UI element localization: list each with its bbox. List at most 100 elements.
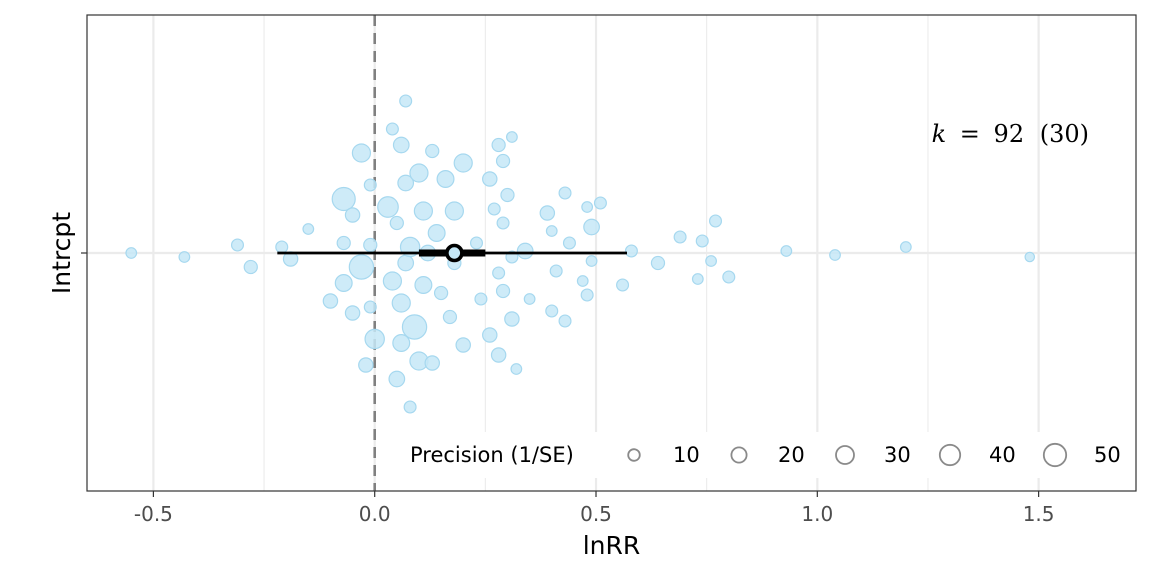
legend-key-circle	[627, 448, 641, 462]
effect-size-point	[178, 251, 191, 263]
effect-size-point	[722, 270, 736, 284]
effect-size-point	[322, 293, 339, 309]
effect-size-point	[581, 201, 594, 213]
legend-key-circle	[730, 446, 748, 464]
effect-size-point	[424, 355, 441, 371]
k-annotation: k = 92 (30)	[932, 120, 1089, 148]
effect-size-point	[487, 202, 501, 216]
effect-size-point	[427, 224, 446, 243]
x-tick-label: -0.5	[134, 502, 173, 526]
effect-size-point	[585, 255, 598, 267]
effect-size-point	[1024, 251, 1036, 263]
effect-size-point	[392, 334, 411, 353]
effect-size-point	[583, 218, 600, 236]
effect-size-point	[331, 186, 356, 212]
legend-key-circle	[938, 443, 962, 467]
effect-size-point	[363, 178, 377, 192]
effect-size-point	[389, 215, 404, 231]
effect-size-point	[243, 259, 258, 275]
effect-size-point	[433, 285, 449, 301]
effect-size-point	[397, 174, 415, 192]
effect-size-point	[385, 122, 399, 136]
effect-size-point	[403, 400, 417, 414]
precision-legend: Precision (1/SE) 10 20 30 40 50	[400, 432, 1134, 478]
effect-size-point	[482, 171, 498, 187]
effect-size-point	[399, 94, 413, 108]
effect-size-point	[624, 244, 638, 258]
effect-size-point	[490, 347, 507, 363]
effect-size-point	[496, 216, 510, 230]
effect-size-point	[351, 143, 372, 163]
effect-size-point	[780, 245, 793, 257]
k-value: 92	[994, 120, 1025, 148]
effect-size-point	[495, 283, 511, 299]
effect-size-point	[382, 271, 403, 291]
effect-size-point	[492, 266, 506, 280]
legend-key-circle	[1042, 442, 1068, 468]
legend-key-label: 30	[884, 443, 911, 467]
legend-key-label: 40	[989, 443, 1016, 467]
effect-size-point	[510, 363, 523, 375]
x-tick-label: 0.5	[580, 502, 612, 526]
effect-size-point	[348, 254, 375, 280]
effect-size-point	[409, 163, 429, 183]
effect-size-point	[442, 309, 458, 325]
effect-size-point	[275, 240, 289, 254]
effect-size-point	[491, 137, 506, 153]
effect-size-point	[829, 249, 841, 261]
effect-size-point	[616, 278, 630, 292]
legend-title: Precision (1/SE)	[410, 443, 574, 467]
effect-size-point	[593, 196, 607, 210]
overall-estimate	[277, 243, 627, 263]
effect-size-point	[453, 153, 473, 173]
effect-size-point	[230, 238, 245, 252]
effect-size-point	[495, 153, 511, 169]
effect-size-point	[482, 327, 498, 343]
effect-size-point	[539, 205, 556, 221]
effect-size-point	[302, 223, 315, 235]
y-axis-title: Intrcpt	[47, 212, 76, 294]
effect-size-point	[545, 225, 558, 237]
legend-key-label: 20	[778, 443, 805, 467]
effect-size-point	[397, 254, 415, 272]
effect-size-point	[455, 337, 471, 353]
effect-size-point	[558, 186, 572, 200]
effect-size-point	[474, 292, 488, 306]
effect-size-point	[469, 236, 484, 250]
effect-size-point	[364, 328, 385, 350]
legend-background	[400, 432, 1134, 478]
effect-size-point	[506, 131, 518, 143]
legend-key-label: 10	[673, 443, 700, 467]
effect-size-point	[523, 293, 536, 305]
effect-size-point	[377, 196, 399, 218]
estimate-point	[445, 243, 464, 263]
effect-size-point	[562, 236, 576, 250]
effect-size-point	[363, 300, 377, 314]
x-tick-label: 1.5	[1023, 502, 1055, 526]
effect-size-point	[558, 314, 572, 328]
k-equals: =	[960, 120, 980, 148]
effect-size-point	[392, 136, 410, 154]
effect-size-point	[545, 304, 559, 318]
x-tick-label: 1.0	[801, 502, 833, 526]
effect-size-point	[344, 305, 361, 321]
x-tick-label: 0.0	[359, 502, 391, 526]
effect-size-point	[516, 242, 534, 260]
effect-size-point	[695, 234, 709, 248]
effect-size-point	[708, 214, 723, 228]
effect-size-point	[673, 230, 687, 244]
effect-size-point	[580, 288, 594, 302]
x-axis: -0.5 0.0 0.5 1.0 1.5	[134, 491, 1055, 526]
effect-size-point	[549, 264, 563, 278]
legend-key-label: 50	[1094, 443, 1121, 467]
effect-size-point	[576, 275, 589, 287]
effect-size-point	[444, 201, 464, 221]
k-symbol: k	[932, 120, 947, 148]
effect-size-point	[899, 241, 912, 253]
effect-size-point	[504, 311, 520, 327]
effect-size-point	[691, 273, 704, 285]
effect-size-point	[391, 293, 411, 313]
effect-size-point	[413, 201, 434, 221]
